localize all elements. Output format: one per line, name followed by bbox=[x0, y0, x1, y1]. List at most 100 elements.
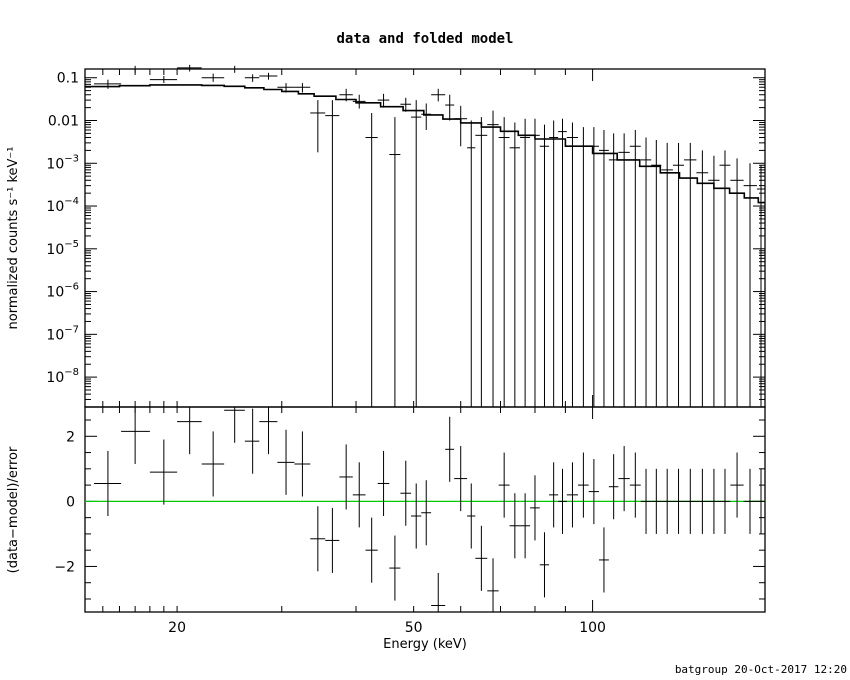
data-point bbox=[294, 83, 311, 93]
chart-title: data and folded model bbox=[336, 31, 513, 47]
residual-point bbox=[389, 535, 401, 601]
residual-point bbox=[400, 460, 412, 526]
x-tick-label: 100 bbox=[579, 620, 606, 636]
residual-point bbox=[431, 572, 446, 612]
data-point bbox=[756, 165, 765, 407]
data-point bbox=[672, 142, 685, 407]
data-point bbox=[224, 65, 245, 73]
data-point bbox=[730, 158, 744, 407]
data-point bbox=[498, 117, 510, 407]
residual-point bbox=[94, 450, 122, 517]
bottom-panel: 20−2 20 50 100 bbox=[54, 406, 766, 636]
data-point bbox=[708, 155, 720, 407]
residual-point bbox=[467, 483, 476, 549]
data-point bbox=[475, 117, 488, 407]
data-point bbox=[608, 133, 619, 407]
residual-point bbox=[244, 408, 260, 474]
data-point bbox=[121, 65, 150, 73]
top-y-axis-label: normalized counts s⁻¹ keV⁻¹ bbox=[6, 147, 21, 330]
data-point bbox=[509, 122, 521, 407]
bottom-y-axis-label: (data−model)/error bbox=[6, 446, 21, 573]
data-point bbox=[411, 100, 422, 407]
bottom-y-tick-labels: 2 0 −2 bbox=[54, 429, 75, 575]
data-point bbox=[598, 129, 609, 407]
residual-point bbox=[719, 468, 731, 534]
data-point bbox=[661, 142, 673, 407]
data-point bbox=[352, 94, 366, 109]
residual-point bbox=[339, 444, 353, 510]
residual-point bbox=[149, 439, 178, 505]
data-point bbox=[719, 150, 731, 407]
residual-point bbox=[224, 407, 245, 443]
data-point bbox=[629, 129, 641, 407]
y-tick-label: 10−6 bbox=[46, 282, 79, 301]
residual-point bbox=[310, 506, 326, 572]
residual-point bbox=[294, 431, 311, 497]
residual-point bbox=[498, 452, 510, 518]
residual-point bbox=[672, 468, 685, 534]
footer-credit: batgroup 20-Oct-2017 12:20 bbox=[675, 663, 847, 676]
data-point bbox=[743, 163, 757, 407]
top-panel: 0.1 0.01 10−3 10−4 10−5 10−6 10−7 10−8 bbox=[46, 64, 766, 408]
y-tick-label: 10−5 bbox=[46, 239, 79, 258]
data-point bbox=[618, 133, 630, 407]
residual-point bbox=[640, 468, 652, 534]
y-tick-label: 10−7 bbox=[46, 324, 79, 343]
x-axis-label: Energy (keV) bbox=[383, 637, 467, 652]
residual-point bbox=[377, 450, 390, 517]
data-point bbox=[454, 105, 468, 147]
residual-point bbox=[618, 446, 630, 512]
residual-point bbox=[277, 429, 295, 495]
residual-point bbox=[566, 462, 578, 528]
residual-point bbox=[696, 468, 709, 534]
residual-point bbox=[730, 452, 744, 518]
residual-point bbox=[487, 558, 499, 612]
data-point bbox=[365, 112, 378, 407]
data-point bbox=[389, 117, 401, 407]
y-tick-label: 10−3 bbox=[46, 153, 79, 172]
residual-point bbox=[598, 527, 609, 593]
folded-model-line bbox=[85, 84, 765, 204]
data-point bbox=[696, 150, 709, 407]
top-y-ticks bbox=[85, 77, 765, 408]
data-point bbox=[431, 88, 446, 102]
residual-point bbox=[259, 407, 278, 455]
residual-point bbox=[475, 525, 488, 591]
data-point bbox=[640, 137, 652, 407]
bottom-x-ticks bbox=[102, 407, 594, 612]
residual-point bbox=[411, 483, 422, 549]
y-tick-label: 0.1 bbox=[57, 71, 79, 87]
residual-point bbox=[520, 493, 531, 559]
residual-point bbox=[421, 480, 432, 546]
y-tick-label: −2 bbox=[54, 559, 75, 575]
residual-point bbox=[684, 468, 697, 534]
data-point bbox=[377, 93, 390, 108]
x-tick-label: 50 bbox=[405, 620, 423, 636]
top-plot-frame bbox=[84, 68, 766, 408]
top-y-tick-labels: 0.1 0.01 10−3 10−4 10−5 10−6 10−7 10−8 bbox=[46, 71, 79, 386]
data-point bbox=[549, 120, 559, 407]
residual-point bbox=[549, 462, 559, 528]
bottom-plot-frame bbox=[84, 406, 766, 613]
data-point bbox=[558, 118, 567, 407]
residual-point bbox=[708, 468, 720, 534]
y-tick-label: 10−8 bbox=[46, 367, 79, 386]
data-point bbox=[201, 73, 225, 82]
top-data-points bbox=[94, 64, 765, 407]
residual-point bbox=[661, 468, 673, 534]
data-point bbox=[487, 110, 499, 407]
residual-point bbox=[539, 532, 550, 598]
data-point bbox=[177, 64, 202, 72]
y-tick-label: 2 bbox=[66, 429, 75, 445]
residual-point bbox=[509, 493, 521, 559]
residual-point bbox=[445, 416, 455, 482]
residual-point bbox=[577, 452, 589, 518]
residual-point bbox=[325, 507, 340, 573]
residual-point bbox=[588, 459, 599, 525]
residual-points bbox=[94, 407, 765, 612]
residual-point bbox=[558, 468, 567, 534]
data-point bbox=[400, 97, 412, 112]
y-tick-label: 0.01 bbox=[48, 113, 79, 129]
data-point bbox=[310, 100, 326, 153]
